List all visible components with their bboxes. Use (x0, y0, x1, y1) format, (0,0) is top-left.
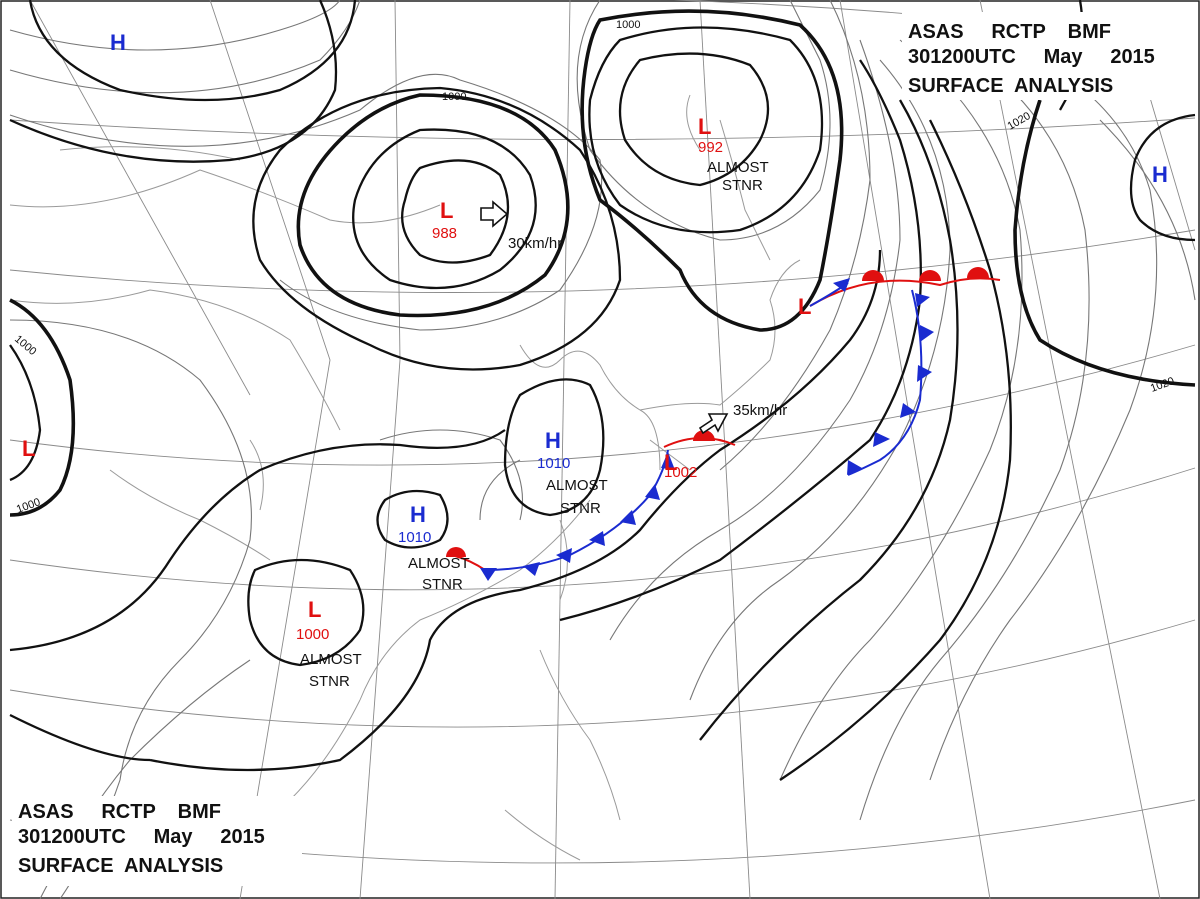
cold-front-marker (915, 293, 930, 307)
cold-front-marker (523, 562, 540, 576)
header-top: ASAS RCTP BMF 301200UTC May 2015 SURFACE… (902, 12, 1158, 100)
cold-front-marker (661, 452, 675, 470)
warm-front-marker (446, 547, 466, 557)
status-note: ALMOST (707, 159, 769, 176)
low-pressure-icon: L (698, 114, 711, 139)
motion-speed-label: 30km/hr (508, 235, 562, 252)
pressure-value: 1010 (398, 529, 431, 546)
cold-front-marker (833, 278, 850, 292)
cold-fronts (480, 278, 934, 581)
motion-arrows (480, 200, 729, 435)
pressure-value: 992 (698, 139, 723, 156)
status-note: ALMOST (408, 555, 470, 572)
status-note: ALMOST (546, 477, 608, 494)
pressure-value: 1010 (537, 455, 570, 472)
cold-front-marker (645, 484, 660, 500)
header-title: SURFACE ANALYSIS (18, 855, 223, 877)
main-isobars (9, 0, 1196, 781)
isobar-label: 1020 (1149, 375, 1176, 395)
cold-front-marker (920, 325, 934, 342)
status-note: STNR (309, 673, 350, 690)
thin-isobars (9, 0, 1196, 899)
status-note: ALMOST (300, 651, 362, 668)
header-time: 301200UTC May 2015 (908, 46, 1155, 68)
header-bottom: ASAS RCTP BMF 301200UTC May 2015 SURFACE… (12, 796, 302, 886)
warm-front-marker (967, 267, 989, 278)
motion-arrow-icon (698, 413, 729, 435)
warm-front-marker (693, 430, 715, 441)
warm-fronts (446, 267, 1001, 571)
header-source: ASAS RCTP BMF (18, 801, 221, 823)
cold-front-marker (873, 432, 890, 447)
status-note: STNR (722, 177, 763, 194)
high-pressure-icon: H (545, 428, 561, 453)
cold-front-marker (556, 548, 572, 563)
cold-front-marker (900, 403, 916, 418)
warm-front-marker (919, 270, 941, 281)
pressure-systems: H L 988 30km/hr L 992 ALMOST STNR H L L … (22, 30, 1168, 690)
high-pressure-icon: H (110, 30, 126, 55)
isobar-label: 1000 (616, 19, 640, 31)
cold-front-marker (847, 460, 862, 475)
motion-speed-label: 35km/hr (733, 402, 787, 419)
low-pressure-icon: L (798, 294, 811, 319)
header-source: ASAS RCTP BMF (908, 21, 1111, 43)
status-note: STNR (560, 500, 601, 517)
cold-front-marker (589, 531, 605, 546)
cold-front-marker (480, 568, 497, 581)
pressure-value: 988 (432, 225, 457, 242)
isobar-label: 1020 (1006, 110, 1033, 133)
pressure-value: 1002 (664, 464, 697, 481)
warm-front-marker (862, 270, 884, 281)
pressure-value: 1000 (296, 626, 329, 643)
cold-front-marker (620, 510, 636, 525)
low-pressure-icon: L (308, 597, 321, 622)
high-pressure-icon: H (410, 502, 426, 527)
header-title: SURFACE ANALYSIS (908, 75, 1113, 97)
low-pressure-icon: L (440, 198, 453, 223)
low-pressure-icon: L (664, 450, 677, 475)
header-time: 301200UTC May 2015 (18, 826, 265, 848)
cold-front-marker (917, 365, 932, 382)
status-note: STNR (422, 576, 463, 593)
high-pressure-icon: H (1152, 162, 1168, 187)
isobar-label: 1000 (442, 91, 466, 103)
motion-arrow-icon (480, 200, 509, 228)
low-pressure-icon: L (22, 436, 35, 461)
